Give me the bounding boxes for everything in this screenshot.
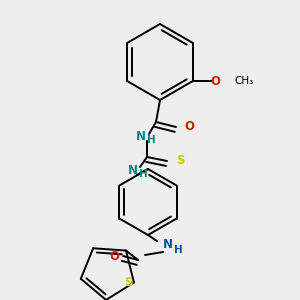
Text: H: H — [174, 245, 182, 255]
Text: S: S — [124, 276, 132, 289]
Text: N: N — [163, 238, 173, 251]
Text: H: H — [139, 169, 147, 179]
Text: H: H — [147, 135, 155, 145]
Text: O: O — [184, 119, 194, 133]
Text: N: N — [128, 164, 138, 176]
Text: CH₃: CH₃ — [234, 76, 253, 86]
Text: S: S — [176, 154, 184, 166]
Text: O: O — [109, 250, 119, 262]
Text: N: N — [136, 130, 146, 142]
Text: O: O — [210, 74, 220, 88]
